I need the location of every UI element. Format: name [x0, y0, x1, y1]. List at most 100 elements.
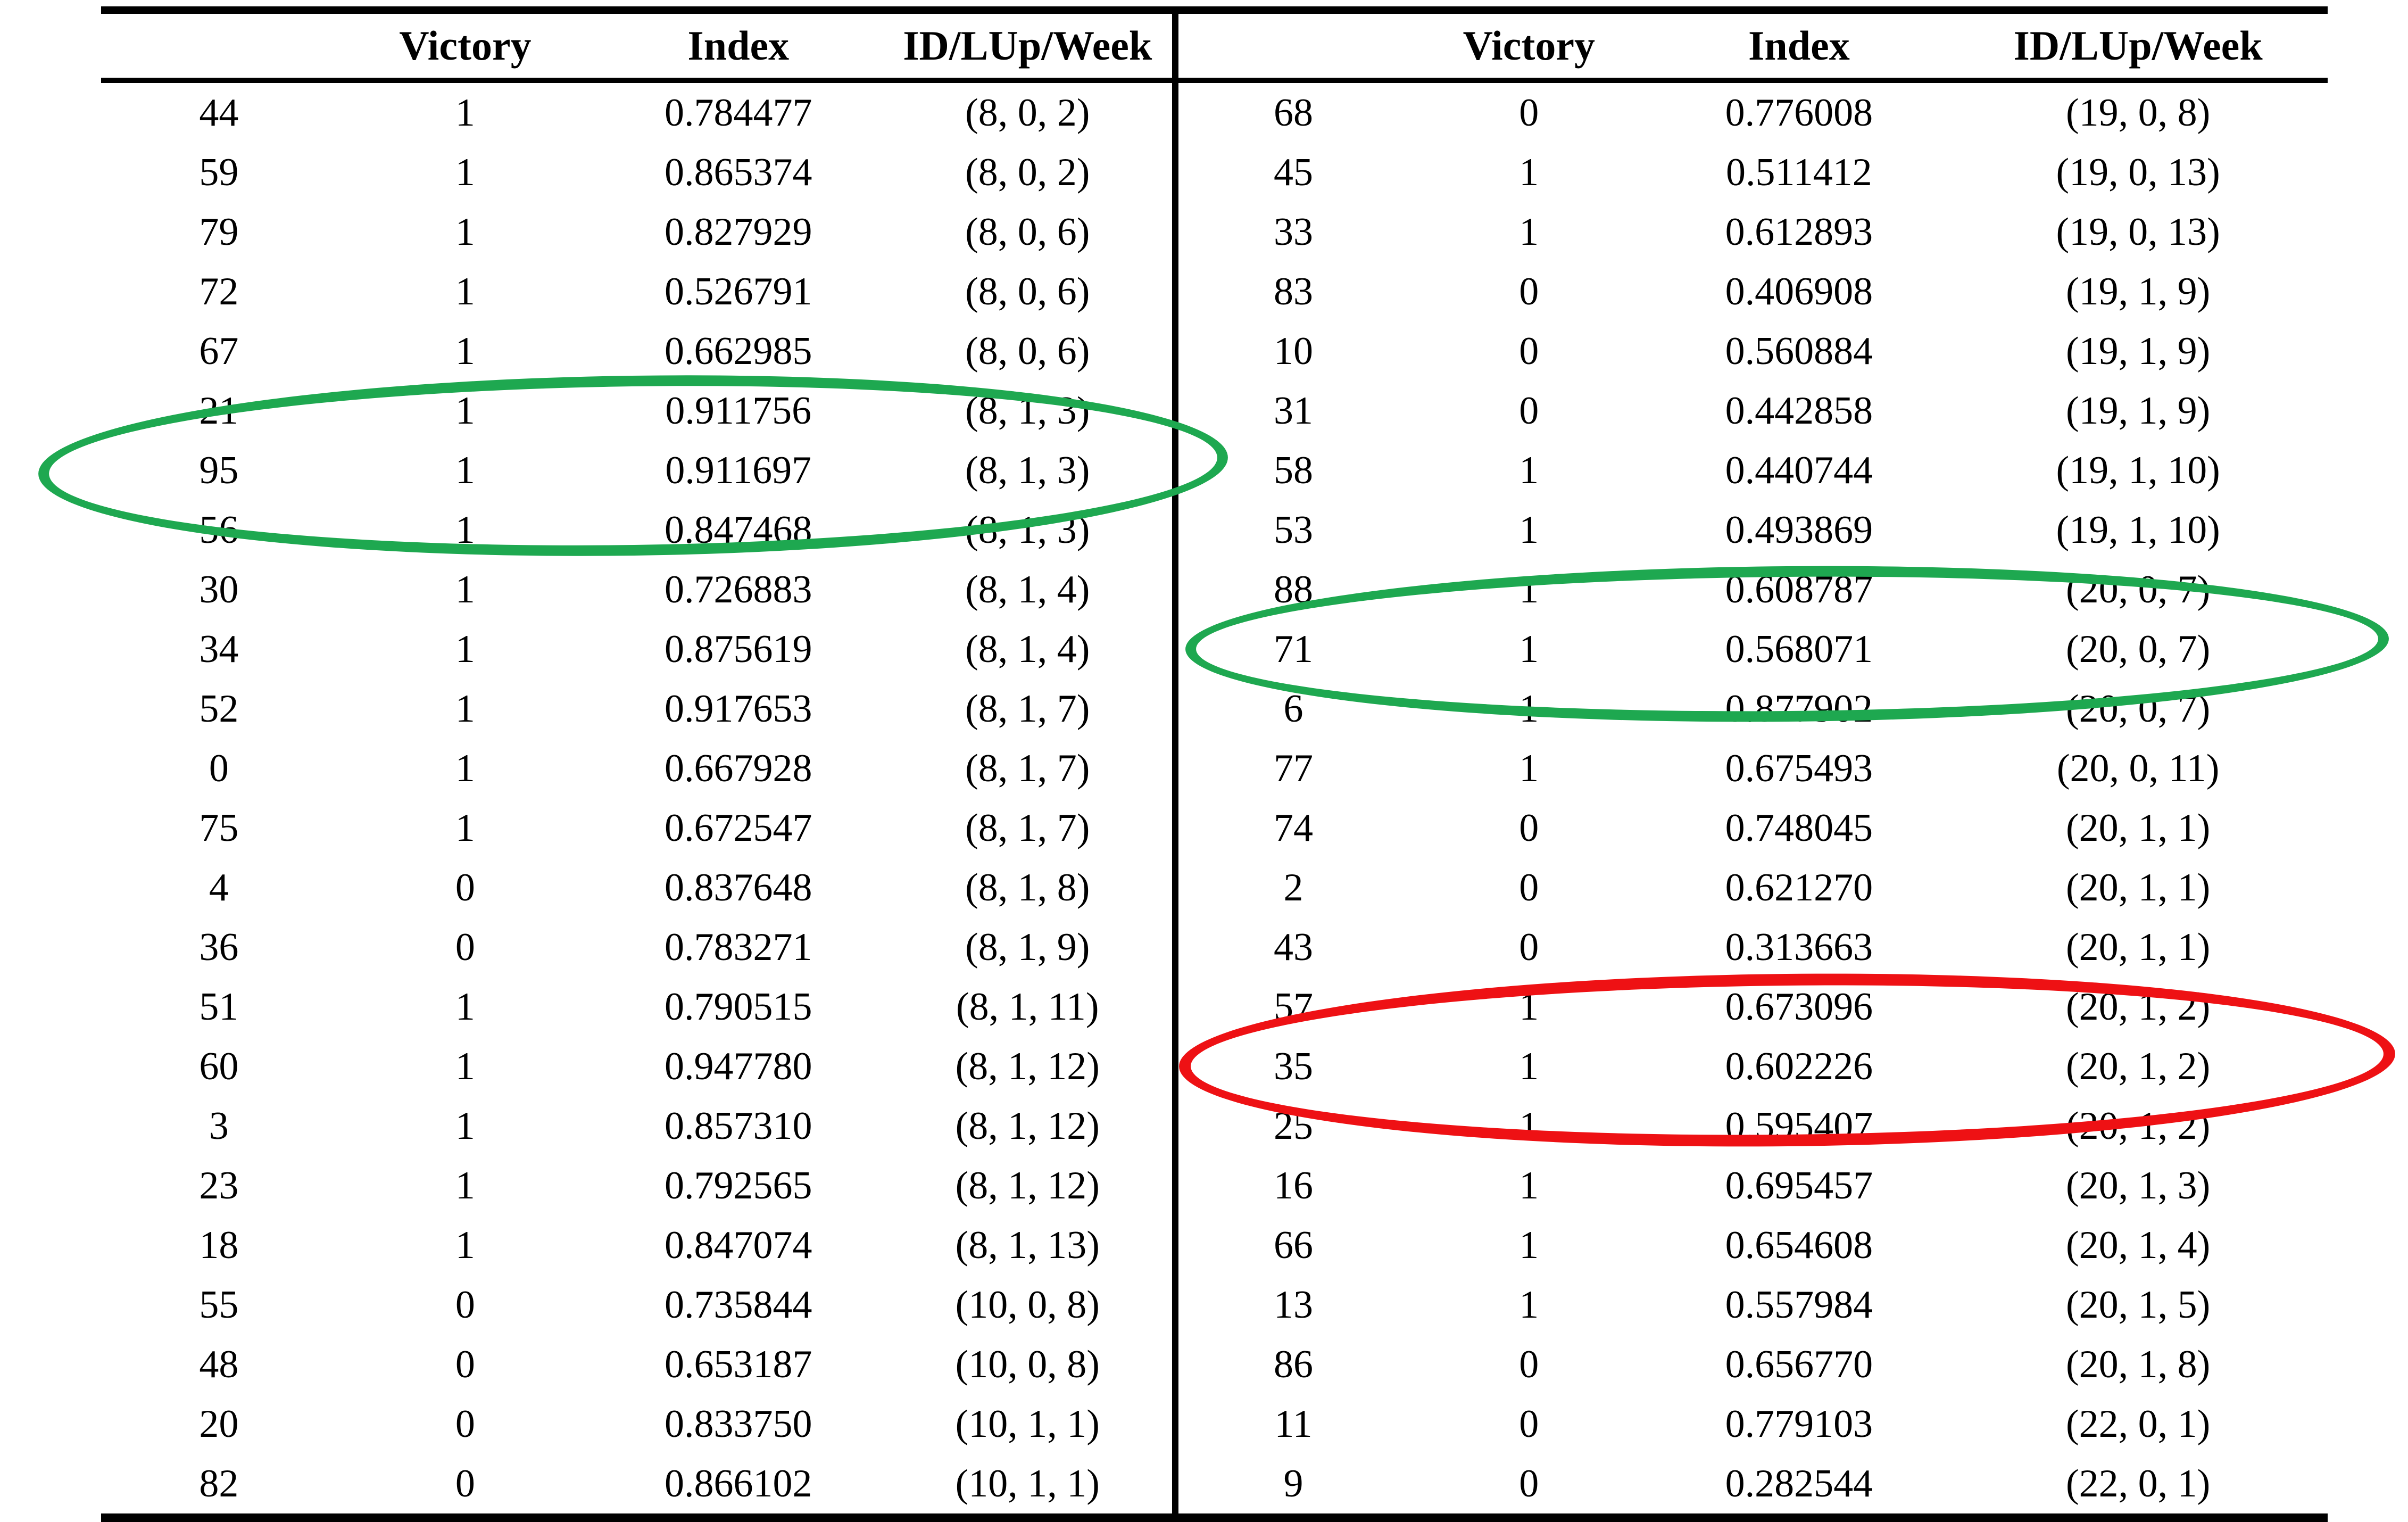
- cell-id: 10: [1274, 329, 1313, 373]
- table-row: 0 1 0.667928 (8, 1, 7): [101, 739, 1172, 798]
- cell-victory: 1: [455, 389, 475, 433]
- cell-id: 60: [199, 1045, 239, 1088]
- table-row: 52 1 0.917653 (8, 1, 7): [101, 679, 1172, 739]
- cell-index: 0.837648: [664, 866, 812, 909]
- cell-index: 0.672547: [664, 806, 812, 850]
- cell-victory: 0: [455, 925, 475, 969]
- cell-victory: 1: [455, 1223, 475, 1267]
- table-row: 67 1 0.662985 (8, 0, 6): [101, 321, 1172, 381]
- cell-index: 0.792565: [664, 1164, 812, 1207]
- cell-victory: 1: [1519, 1223, 1539, 1267]
- cell-week: (20, 1, 8): [2065, 1343, 2211, 1386]
- cell-index: 0.911756: [665, 389, 812, 433]
- cell-index: 0.673096: [1725, 985, 1873, 1029]
- cell-index: 0.595407: [1725, 1104, 1873, 1148]
- cell-index: 0.865374: [664, 151, 812, 194]
- cell-victory: 0: [1519, 270, 1539, 313]
- cell-week: (20, 1, 4): [2065, 1223, 2211, 1267]
- cell-week: (20, 1, 2): [2065, 1104, 2211, 1148]
- cell-week: (19, 0, 8): [2065, 91, 2211, 135]
- table-row: 13 1 0.557984 (20, 1, 5): [1178, 1275, 2328, 1335]
- table-row: 74 0 0.748045 (20, 1, 1): [1178, 798, 2328, 858]
- cell-victory: 1: [455, 449, 475, 492]
- cell-id: 77: [1274, 747, 1313, 790]
- cell-index: 0.313663: [1725, 925, 1873, 969]
- cell-week: (8, 1, 4): [965, 627, 1090, 671]
- table-row: 57 1 0.673096 (20, 1, 2): [1178, 977, 2328, 1037]
- cell-week: (20, 1, 2): [2065, 985, 2211, 1029]
- column-header-week: ID/LUp/Week: [883, 14, 1172, 83]
- cell-index: 0.857310: [664, 1104, 812, 1148]
- cell-index: 0.656770: [1725, 1343, 1873, 1386]
- cell-id: 44: [199, 91, 239, 135]
- column-header-id: [1178, 14, 1408, 83]
- cell-id: 79: [199, 210, 239, 254]
- cell-id: 11: [1274, 1402, 1313, 1446]
- table-row: 79 1 0.827929 (8, 0, 6): [101, 202, 1172, 262]
- table-row: 9 0 0.282544 (22, 0, 1): [1178, 1454, 2328, 1513]
- column-header-victory: Victory: [1408, 14, 1650, 83]
- table-row: 66 1 0.654608 (20, 1, 4): [1178, 1215, 2328, 1275]
- cell-id: 43: [1274, 925, 1313, 969]
- cell-index: 0.877902: [1725, 687, 1873, 731]
- cell-id: 48: [199, 1343, 239, 1386]
- cell-id: 3: [209, 1104, 229, 1148]
- cell-id: 59: [199, 151, 239, 194]
- cell-week: (8, 0, 6): [965, 270, 1090, 313]
- cell-week: (8, 1, 13): [955, 1223, 1100, 1267]
- cell-id: 95: [199, 449, 239, 492]
- cell-week: (19, 1, 10): [2056, 508, 2220, 552]
- cell-victory: 0: [1519, 925, 1539, 969]
- cell-week: (8, 1, 11): [956, 985, 1099, 1029]
- cell-victory: 1: [1519, 687, 1539, 731]
- table-row: 53 1 0.493869 (19, 1, 10): [1178, 500, 2328, 560]
- cell-week: (19, 1, 9): [2065, 329, 2211, 373]
- cell-index: 0.406908: [1725, 270, 1873, 313]
- cell-id: 68: [1274, 91, 1313, 135]
- cell-id: 16: [1274, 1164, 1313, 1207]
- cell-index: 0.917653: [664, 687, 812, 731]
- cell-victory: 1: [455, 1164, 475, 1207]
- cell-week: (20, 1, 5): [2065, 1283, 2211, 1327]
- cell-victory: 1: [455, 91, 475, 135]
- cell-week: (20, 1, 1): [2065, 806, 2211, 850]
- cell-index: 0.612893: [1725, 210, 1873, 254]
- table-row: 95 1 0.911697 (8, 1, 3): [101, 441, 1172, 500]
- results-table: Victory Index ID/LUp/Week 44 1 0.784477 (8,…: [101, 6, 2328, 1522]
- cell-week: (8, 0, 2): [965, 91, 1090, 135]
- table-row: 31 0 0.442858 (19, 1, 9): [1178, 381, 2328, 441]
- table-row: 48 0 0.653187 (10, 0, 8): [101, 1335, 1172, 1394]
- cell-index: 0.783271: [664, 925, 812, 969]
- cell-week: (20, 0, 7): [2065, 568, 2211, 611]
- cell-index: 0.779103: [1725, 1402, 1873, 1446]
- cell-victory: 1: [1519, 151, 1539, 194]
- cell-victory: 1: [1519, 985, 1539, 1029]
- cell-victory: 0: [1519, 1402, 1539, 1446]
- cell-victory: 1: [455, 1045, 475, 1088]
- left-panel: Victory Index ID/LUp/Week 44 1 0.784477 (8,…: [101, 14, 1172, 1513]
- header-row: Victory Index ID/LUp/Week: [101, 14, 1172, 83]
- table-row: 60 1 0.947780 (8, 1, 12): [101, 1037, 1172, 1096]
- cell-week: (20, 0, 11): [2056, 747, 2220, 790]
- cell-victory: 1: [1519, 627, 1539, 671]
- cell-index: 0.608787: [1725, 568, 1873, 611]
- cell-index: 0.662985: [664, 329, 812, 373]
- cell-victory: 0: [1519, 1343, 1539, 1386]
- cell-victory: 1: [1519, 508, 1539, 552]
- cell-index: 0.667928: [664, 747, 812, 790]
- cell-victory: 1: [455, 568, 475, 611]
- right-panel: Victory Index ID/LUp/Week 68 0 0.776008 (19…: [1178, 14, 2328, 1513]
- table-row: 6 1 0.877902 (20, 0, 7): [1178, 679, 2328, 739]
- cell-index: 0.726883: [664, 568, 812, 611]
- cell-id: 0: [209, 747, 229, 790]
- cell-week: (8, 1, 7): [965, 806, 1090, 850]
- cell-index: 0.790515: [664, 985, 812, 1029]
- table-row: 59 1 0.865374 (8, 0, 2): [101, 143, 1172, 202]
- cell-id: 35: [1274, 1045, 1313, 1088]
- table-row: 71 1 0.568071 (20, 0, 7): [1178, 619, 2328, 679]
- column-header-victory: Victory: [336, 14, 594, 83]
- table-row: 10 0 0.560884 (19, 1, 9): [1178, 321, 2328, 381]
- table-row: 25 1 0.595407 (20, 1, 2): [1178, 1096, 2328, 1156]
- cell-week: (8, 1, 3): [965, 508, 1090, 552]
- cell-week: (8, 1, 7): [965, 747, 1090, 790]
